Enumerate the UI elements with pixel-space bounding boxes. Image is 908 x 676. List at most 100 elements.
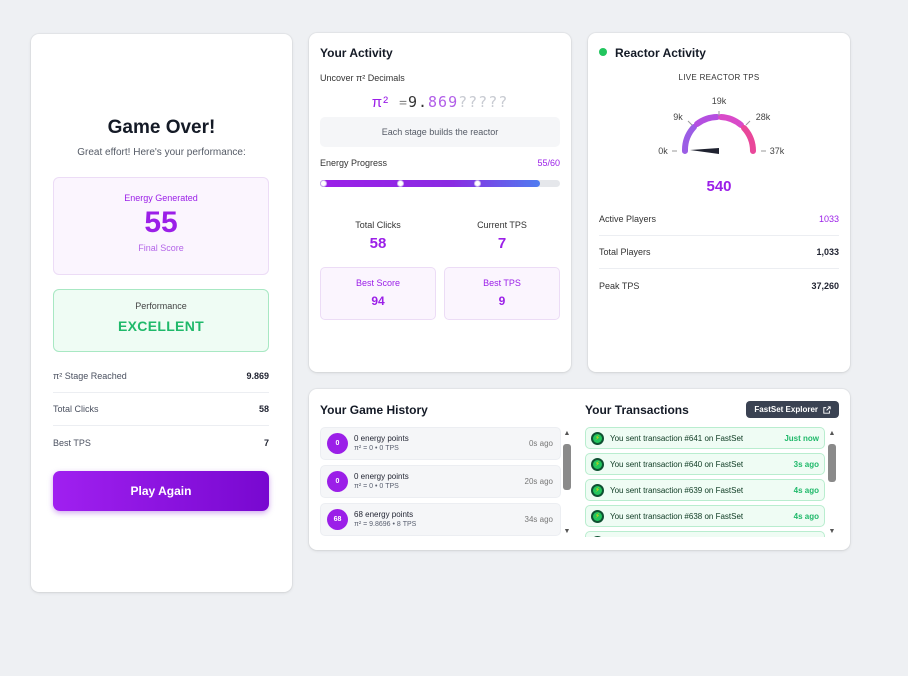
total-clicks-label: Total Clicks bbox=[355, 220, 401, 230]
stat-row-clicks: Total Clicks 58 bbox=[53, 393, 269, 426]
external-link-icon bbox=[823, 405, 831, 414]
history-sub: π² = 9.8696 • 8 TPS bbox=[354, 521, 417, 528]
transaction-text: You sent transaction #638 on FastSet bbox=[610, 512, 744, 521]
tps-gauge: 0k 9k 19k 28k 37k bbox=[658, 96, 785, 156]
pi-squared-symbol: π² bbox=[371, 94, 390, 111]
scroll-thumb[interactable] bbox=[563, 444, 571, 490]
pi-unknown-digits: ????? bbox=[458, 93, 509, 111]
transaction-text: You sent transaction #640 on FastSet bbox=[610, 460, 744, 469]
fastset-explorer-button[interactable]: FastSet Explorer bbox=[746, 401, 839, 418]
history-sub: π² = 0 • 0 TPS bbox=[354, 445, 399, 452]
lightning-icon: ⚡ bbox=[591, 484, 604, 497]
progress-marker bbox=[397, 180, 404, 187]
history-badge: 0 bbox=[327, 471, 348, 492]
best-score-label: Best Score bbox=[355, 278, 401, 288]
history-item: 0 0 energy points π² = 0 • 0 TPS 0s ago bbox=[320, 427, 561, 460]
gauge-segment bbox=[694, 114, 720, 127]
reactor-row-total-players: Total Players 1,033 bbox=[599, 236, 839, 269]
reactor-row-active-players: Active Players 1033 bbox=[599, 203, 839, 236]
transaction-time: 3s ago bbox=[793, 460, 819, 469]
transaction-item: ⚡ You sent transaction #640 on FastSet 3… bbox=[585, 453, 825, 475]
activity-card: Your Activity Uncover π² Decimals π² =9.… bbox=[309, 33, 571, 372]
reactor-row-label: Active Players bbox=[599, 214, 657, 224]
gauge-label: 0k bbox=[658, 146, 668, 156]
history-main: 0 energy points bbox=[354, 434, 409, 443]
reactor-row-value: 1033 bbox=[818, 214, 839, 224]
best-tps-label: Best TPS bbox=[483, 278, 521, 288]
live-status-dot bbox=[599, 48, 607, 56]
history-item: 68 68 energy points π² = 9.8696 • 8 TPS … bbox=[320, 503, 561, 536]
gauge-segment bbox=[682, 124, 697, 154]
history-sub: π² = 0 • 0 TPS bbox=[354, 483, 399, 490]
performance-box: Performance EXCELLENT bbox=[53, 289, 269, 352]
scroll-thumb[interactable] bbox=[828, 444, 836, 482]
energy-progress-bar bbox=[320, 180, 560, 187]
reactor-row-label: Peak TPS bbox=[599, 280, 640, 291]
best-tps-value: 9 bbox=[498, 294, 506, 308]
scroll-up-icon[interactable]: ▲ bbox=[563, 430, 571, 437]
reactor-row-peak-tps: Peak TPS 37,260 bbox=[599, 269, 839, 302]
fastset-explorer-label: FastSet Explorer bbox=[754, 405, 818, 414]
stat-label: π² Stage Reached bbox=[53, 371, 127, 381]
transactions-scrollbar[interactable]: ▲ ▼ bbox=[827, 430, 837, 536]
gauge-label: 28k bbox=[756, 112, 771, 122]
transaction-time: 4s ago bbox=[793, 512, 819, 521]
gauge-needle bbox=[690, 148, 719, 154]
reactor-row-value: 37,260 bbox=[811, 280, 839, 291]
scroll-down-icon[interactable]: ▼ bbox=[828, 528, 836, 535]
best-tps-box: Best TPS 9 bbox=[444, 267, 560, 320]
history-time: 34s ago bbox=[524, 515, 553, 524]
stat-label: Best TPS bbox=[53, 437, 91, 448]
gauge-label: 19k bbox=[712, 96, 727, 106]
total-clicks-stat: Total Clicks 58 bbox=[320, 220, 436, 252]
history-badge: 0 bbox=[327, 433, 348, 454]
gauge-segment bbox=[741, 125, 756, 154]
pi-new-digits: 869 bbox=[428, 93, 459, 111]
stat-value: 58 bbox=[258, 404, 269, 414]
game-history-title: Your Game History bbox=[320, 403, 428, 417]
transaction-text: You sent transaction #639 on FastSet bbox=[610, 486, 744, 495]
pi-equals: = bbox=[399, 96, 408, 111]
lightning-icon: ⚡ bbox=[591, 536, 604, 537]
gauge-label: 9k bbox=[673, 112, 683, 122]
game-over-card: Game Over! Great effort! Here's your per… bbox=[31, 34, 292, 592]
activity-title: Your Activity bbox=[320, 46, 393, 60]
scroll-down-icon[interactable]: ▼ bbox=[563, 528, 571, 535]
energy-generated-label: Energy Generated bbox=[124, 193, 198, 203]
transaction-text: You sent transaction #641 on FastSet bbox=[610, 434, 744, 443]
current-tps-value: 7 bbox=[497, 235, 507, 252]
scroll-up-icon[interactable]: ▲ bbox=[828, 430, 836, 437]
transaction-item-partial: ⚡ bbox=[585, 531, 825, 537]
energy-progress-fill bbox=[320, 180, 541, 187]
transaction-item: ⚡ You sent transaction #639 on FastSet 4… bbox=[585, 479, 825, 501]
stage-note: Each stage builds the reactor bbox=[320, 117, 560, 147]
gauge-tick bbox=[687, 120, 693, 126]
transactions-list[interactable]: ⚡ You sent transaction #641 on FastSet J… bbox=[585, 427, 825, 537]
history-time: 20s ago bbox=[524, 477, 553, 486]
best-score-box: Best Score 94 bbox=[320, 267, 436, 320]
lightning-icon: ⚡ bbox=[591, 432, 604, 445]
lightning-icon: ⚡ bbox=[591, 458, 604, 471]
transaction-time: Just now bbox=[784, 434, 819, 443]
game-over-title: Game Over! bbox=[107, 117, 216, 138]
transaction-item: ⚡ You sent transaction #641 on FastSet J… bbox=[585, 427, 825, 449]
progress-marker bbox=[474, 180, 481, 187]
game-over-subtitle: Great effort! Here's your performance: bbox=[77, 147, 246, 158]
energy-generated-box: Energy Generated 55 Final Score bbox=[53, 177, 269, 275]
play-again-button[interactable]: Play Again bbox=[53, 471, 269, 511]
reactor-card: Reactor Activity LIVE REACTOR TPS 0k 9k … bbox=[588, 33, 850, 372]
transactions-title: Your Transactions bbox=[585, 403, 689, 417]
reactor-row-value: 1,033 bbox=[816, 247, 839, 257]
gauge-value: 540 bbox=[706, 178, 732, 195]
performance-label: Performance bbox=[135, 301, 187, 311]
history-badge: 68 bbox=[327, 509, 348, 530]
reactor-row-label: Total Players bbox=[599, 247, 651, 257]
history-scrollbar[interactable]: ▲ ▼ bbox=[562, 430, 572, 536]
game-history-list[interactable]: 0 0 energy points π² = 0 • 0 TPS 0s ago … bbox=[320, 427, 561, 537]
transaction-item: ⚡ You sent transaction #638 on FastSet 4… bbox=[585, 505, 825, 527]
gauge-label: 37k bbox=[770, 146, 785, 156]
current-tps-label: Current TPS bbox=[477, 220, 527, 230]
stat-value: 7 bbox=[263, 437, 269, 448]
gauge-segment bbox=[718, 114, 744, 128]
current-tps-stat: Current TPS 7 bbox=[444, 220, 560, 252]
